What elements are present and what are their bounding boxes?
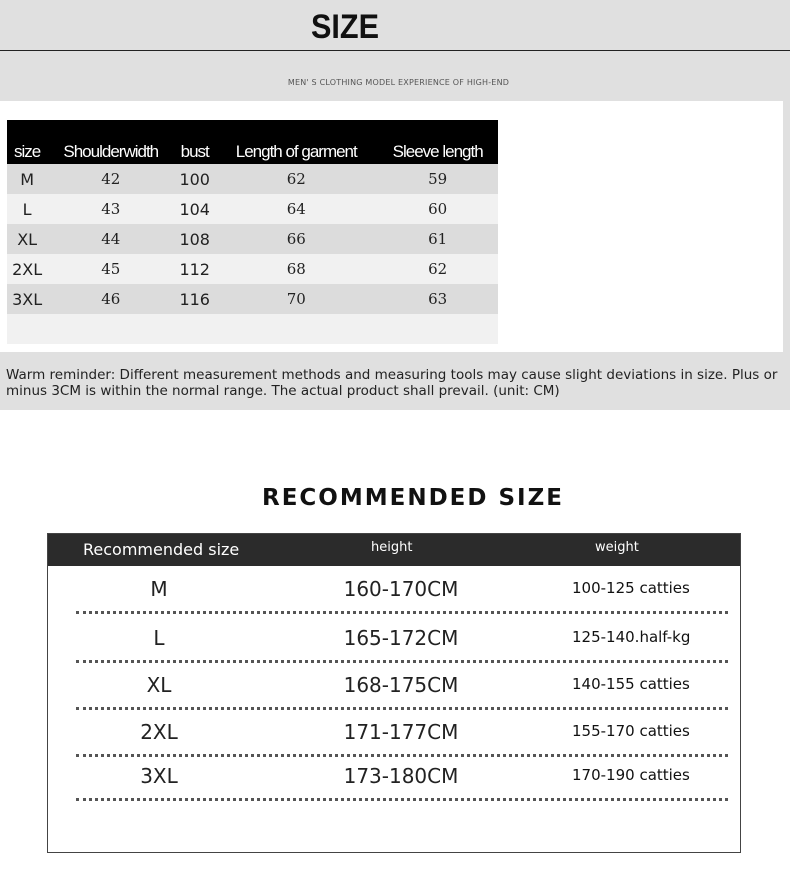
height-cell: 160-170CM bbox=[343, 577, 459, 601]
dotted-divider bbox=[76, 798, 728, 801]
table-cell bbox=[174, 314, 216, 344]
dotted-divider bbox=[76, 707, 728, 710]
divider bbox=[0, 50, 790, 51]
height-cell: 165-172CM bbox=[343, 626, 459, 650]
size-cell: XL bbox=[146, 673, 172, 697]
weight-cell: 140-155 catties bbox=[572, 675, 690, 693]
dotted-divider bbox=[76, 660, 728, 663]
table-row: M 160-170CM 100-125 catties bbox=[48, 567, 740, 614]
table-cell bbox=[215, 314, 378, 344]
column-header: Length of garment bbox=[215, 120, 378, 164]
size-cell: 3XL bbox=[140, 764, 178, 788]
table-cell: 64 bbox=[215, 194, 378, 224]
table-cell: L bbox=[7, 194, 48, 224]
table-cell: 60 bbox=[377, 194, 498, 224]
warm-reminder: Warm reminder: Different measurement met… bbox=[6, 367, 778, 399]
table-cell: 3XL bbox=[7, 284, 48, 314]
table-cell: 108 bbox=[174, 224, 216, 254]
table-cell: 104 bbox=[174, 194, 216, 224]
weight-cell: 100-125 catties bbox=[572, 579, 690, 597]
table-row: 3XL 46 116 70 63 bbox=[7, 284, 498, 314]
table-header-row: size Shoulderwidth bust Length of garmen… bbox=[7, 120, 498, 164]
table-cell: 70 bbox=[215, 284, 378, 314]
height-cell: 173-180CM bbox=[343, 764, 459, 788]
table-cell: 63 bbox=[377, 284, 498, 314]
recommended-table: Recommended size height weight M 160-170C… bbox=[47, 533, 741, 853]
size-table: size Shoulderwidth bust Length of garmen… bbox=[7, 120, 498, 344]
height-cell: 168-175CM bbox=[343, 673, 459, 697]
table-cell: 61 bbox=[377, 224, 498, 254]
table-cell: 44 bbox=[47, 224, 175, 254]
weight-cell: 155-170 catties bbox=[572, 722, 690, 740]
table-header-row: Recommended size height weight bbox=[48, 534, 740, 566]
table-row: XL 168-175CM 140-155 catties bbox=[48, 663, 740, 710]
weight-cell: 125-140.half-kg bbox=[572, 628, 691, 646]
table-row: 2XL 171-177CM 155-170 catties bbox=[48, 710, 740, 757]
column-header: bust bbox=[174, 120, 216, 164]
height-cell: 171-177CM bbox=[343, 720, 459, 744]
subtitle: MEN' S CLOTHING MODEL EXPERIENCE OF HIGH… bbox=[287, 78, 510, 87]
column-header: Sleeve length bbox=[377, 120, 498, 164]
table-cell bbox=[7, 314, 48, 344]
table-row: M 42 100 62 59 bbox=[7, 164, 498, 194]
column-header: height bbox=[371, 540, 413, 555]
column-header: weight bbox=[595, 540, 639, 555]
dotted-divider bbox=[76, 611, 728, 614]
table-row: 3XL 173-180CM 170-190 catties bbox=[48, 754, 740, 801]
size-cell: 2XL bbox=[140, 720, 178, 744]
table-cell: 2XL bbox=[7, 254, 48, 284]
column-header: Shoulderwidth bbox=[47, 120, 175, 164]
table-cell: XL bbox=[7, 224, 48, 254]
table-cell: 100 bbox=[174, 164, 216, 194]
table-cell: M bbox=[7, 164, 48, 194]
table-cell: 68 bbox=[215, 254, 378, 284]
table-cell: 116 bbox=[174, 284, 216, 314]
table-cell: 45 bbox=[47, 254, 175, 284]
table-row: 2XL 45 112 68 62 bbox=[7, 254, 498, 284]
table-cell: 42 bbox=[47, 164, 175, 194]
table-row: XL 44 108 66 61 bbox=[7, 224, 498, 254]
table-cell: 46 bbox=[47, 284, 175, 314]
table-cell bbox=[377, 314, 498, 344]
table-cell: 112 bbox=[174, 254, 216, 284]
table-cell: 62 bbox=[377, 254, 498, 284]
table-cell bbox=[47, 314, 175, 344]
size-cell: M bbox=[150, 577, 168, 601]
table-row bbox=[7, 314, 498, 344]
table-row: L 165-172CM 125-140.half-kg bbox=[48, 616, 740, 663]
table-cell: 66 bbox=[215, 224, 378, 254]
weight-cell: 170-190 catties bbox=[572, 766, 690, 784]
dotted-divider bbox=[76, 754, 728, 757]
table-cell: 43 bbox=[47, 194, 175, 224]
recommended-title: RECOMMENDED SIZE bbox=[261, 485, 564, 511]
size-cell: L bbox=[153, 626, 165, 650]
table-cell: 59 bbox=[377, 164, 498, 194]
column-header: size bbox=[7, 120, 48, 164]
table-cell: 62 bbox=[215, 164, 378, 194]
column-header: Recommended size bbox=[83, 540, 240, 559]
table-row: L 43 104 64 60 bbox=[7, 194, 498, 224]
page-title: SIZE bbox=[310, 8, 380, 46]
